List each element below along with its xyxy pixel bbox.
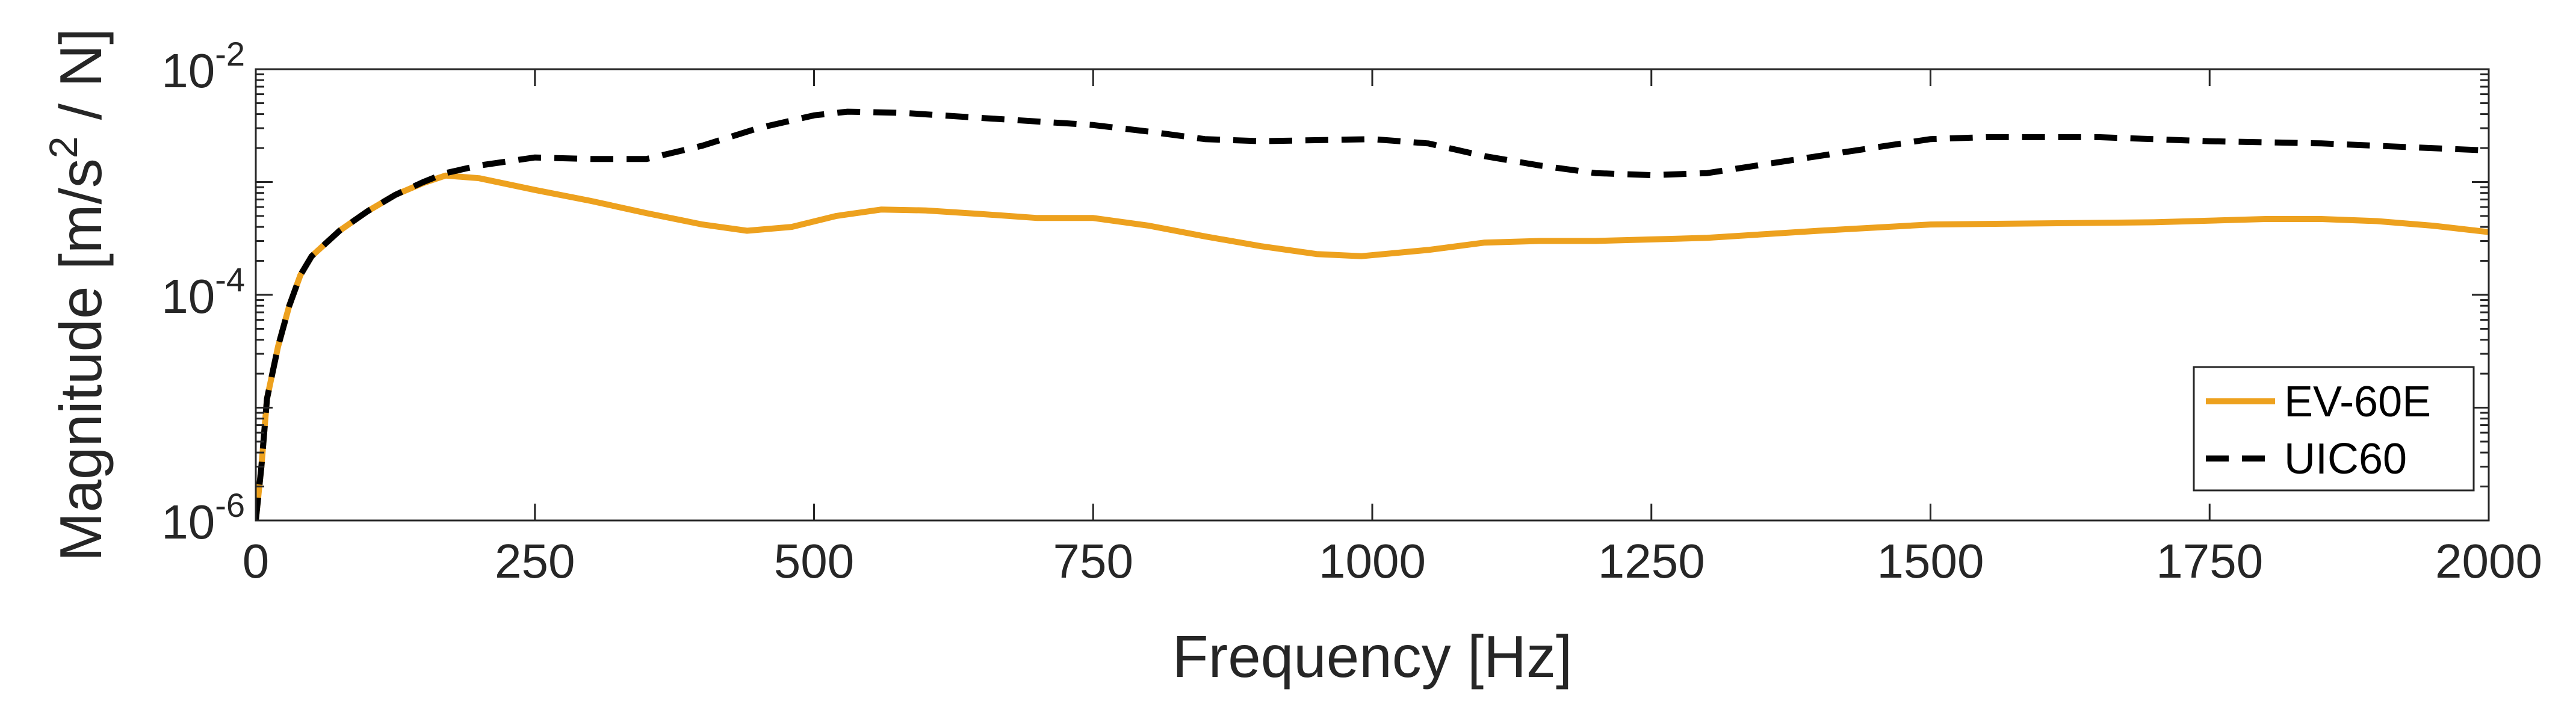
x-tick-label: 500 [774,534,854,588]
y-tick-label: 10-2 [161,35,245,97]
series-line-ev-60e [256,172,2489,521]
legend: EV-60E UIC60 [2193,366,2475,492]
x-tick-label: 2000 [2435,534,2542,588]
x-tick-label: 1750 [2156,534,2263,588]
legend-label: UIC60 [2284,435,2407,483]
y-tick-label: 10-4 [161,261,245,323]
y-tick-label: 10-6 [161,486,245,549]
labels: 0 250 500 750 1000 1250 1500 1750 2000 10-6 10-4 10… [41,28,2542,690]
x-tick-label: 1500 [1877,534,1984,588]
plot-area [256,69,2489,520]
plot-background [256,69,2489,520]
x-axis-title: Frequency [Hz] [1172,623,1572,690]
legend-label: EV-60E [2284,378,2431,426]
x-tick-label: 0 [243,534,270,588]
axes [255,68,2490,522]
x-tick-label: 750 [1053,534,1133,588]
y-axis-title: Magnitude [m/s2 / N] [41,28,114,561]
x-tick-label: 1000 [1319,534,1426,588]
legend-box [2193,366,2475,492]
series-line-uic60 [256,108,2489,521]
x-tick-label: 250 [495,534,575,588]
series-layer [256,108,2489,521]
x-tick-label: 1250 [1598,534,1705,588]
